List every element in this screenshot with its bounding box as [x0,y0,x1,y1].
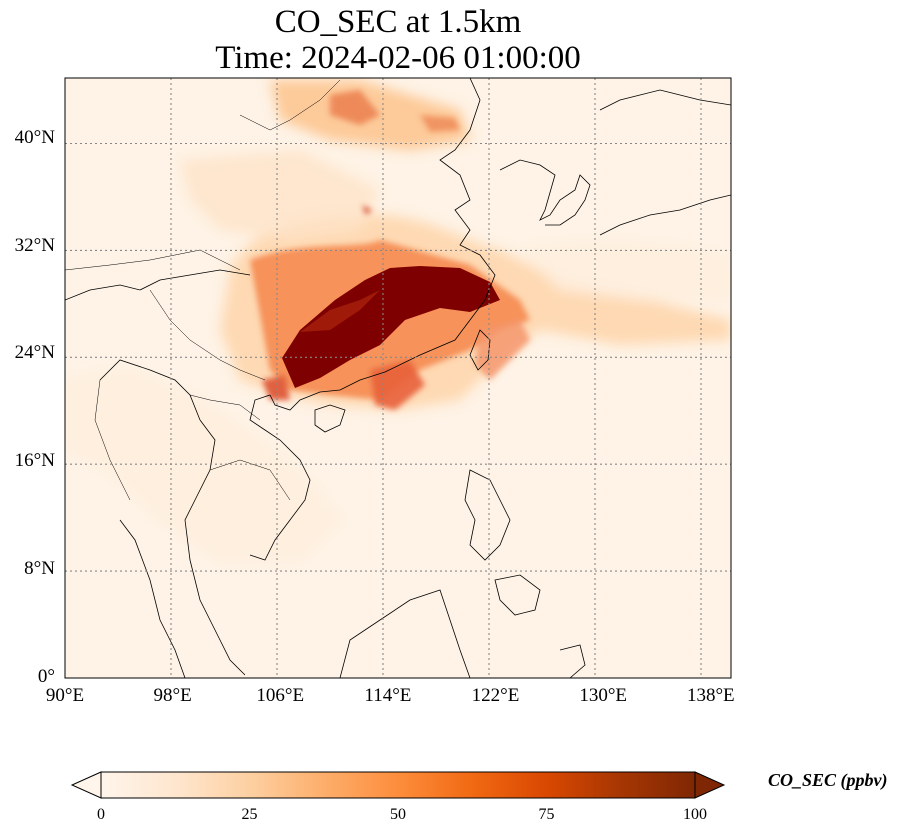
x-tick-label: 130°E [579,685,628,706]
y-tick-label: 16°N [14,450,55,472]
gridlines [65,78,731,678]
colorbar-tick-label: 0 [97,806,105,823]
colorbar-tick-label: 50 [390,806,406,823]
colorbar-tick-label: 75 [538,806,555,823]
colorbar-tick-label: 100 [683,806,707,823]
x-tick-label: 138°E [686,685,735,706]
colorbar-max-extension [694,771,726,799]
colorbar [70,771,726,799]
colorbar-label: CO_SEC (ppbv) [768,770,888,790]
colorbar-gradient [101,772,695,798]
y-tick-label: 40°N [14,126,55,148]
y-tick-label: 0° [37,666,55,687]
y-tick-label: 32°N [14,234,55,256]
x-tick-label: 98°E [153,685,192,706]
x-tick-label: 106°E [256,685,305,706]
colorbar-tick-label: 25 [241,806,258,823]
map-time-subtitle: Time: 2024-02-06 01:00:00 [215,40,581,76]
country-borders [65,79,341,501]
y-tick-label: 24°N [14,342,55,364]
x-tick-label: 122°E [471,685,520,706]
colorbar-min-extension [70,771,102,799]
y-tick-label: 8°N [24,558,55,580]
map-title: CO_SEC at 1.5km [274,4,522,40]
x-tick-label: 90°E [45,685,85,706]
map-frame [64,77,732,679]
coastlines [65,78,731,678]
x-tick-label: 114°E [364,685,412,706]
